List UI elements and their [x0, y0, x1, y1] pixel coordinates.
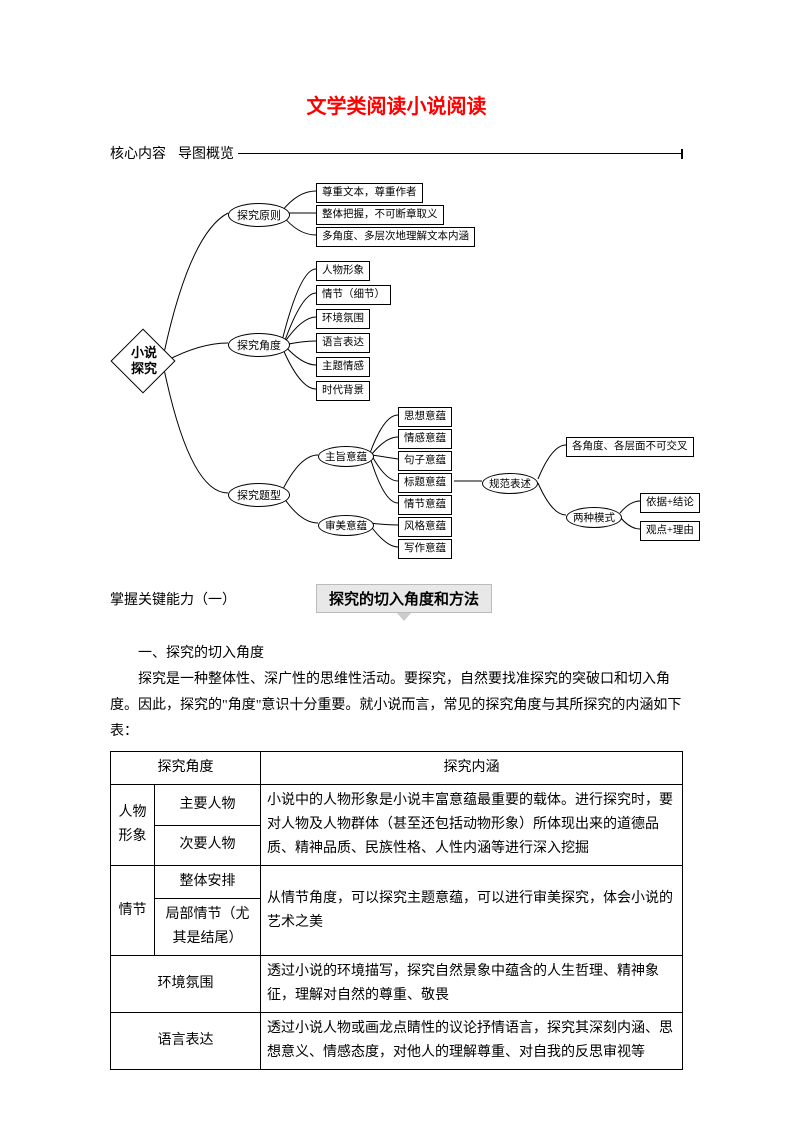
cell-sub: 整体安排 [155, 866, 261, 899]
table-row: 环境氛围 透过小说的环境描写，探究自然景象中蕴含的人生哲理、精神象征，理解对自然… [111, 956, 683, 1013]
cell-cat: 语言表达 [111, 1013, 261, 1070]
leaf: 情节（细节） [316, 285, 391, 305]
cell-content: 透过小说的环境描写，探究自然景象中蕴含的人生哲理、精神象征，理解对自然的尊重、敬… [261, 956, 683, 1013]
leaf: 尊重文本，尊重作者 [316, 183, 423, 203]
leaf: 风格意蕴 [398, 517, 452, 537]
cell-cat: 环境氛围 [111, 956, 261, 1013]
table-header-row: 探究角度 探究内涵 [111, 752, 683, 785]
root-label: 小说探究 [128, 345, 160, 377]
cell-sub: 次要人物 [155, 825, 261, 866]
branch-principle: 探究原则 [228, 203, 290, 227]
leaf: 多角度、多层次地理解文本内涵 [316, 227, 475, 247]
leaf: 情感意蕴 [398, 429, 452, 449]
cell-content: 小说中的人物形象是小说丰富意蕴最重要的载体。进行探究时，要对人物及人物群体（甚至… [261, 785, 683, 866]
body-text: 一、探究的切入角度 探究是一种整体性、深广性的思维性活动。要探究，自然要找准探究… [110, 641, 683, 745]
para-body: 探究是一种整体性、深广性的思维性活动。要探究，自然要找准探究的突破口和切入角度。… [110, 667, 683, 745]
cell-cat: 人物形象 [111, 785, 155, 866]
leaf: 情节意蕴 [398, 495, 452, 515]
leaf: 语言表达 [316, 333, 370, 353]
cell-sub: 局部情节（尤其是结尾） [155, 899, 261, 956]
leaf: 思想意蕴 [398, 407, 452, 427]
triangle-icon [397, 613, 411, 621]
sub-aesthetic: 审美意蕴 [318, 515, 374, 536]
section-header: 核心内容 导图概览 [110, 143, 683, 163]
th-angle: 探究角度 [111, 752, 261, 785]
cell-content: 从情节角度，可以探究主题意蕴，可以进行审美探究，体会小说的艺术之美 [261, 866, 683, 956]
cell-content: 透过小说人物或画龙点睛性的议论抒情语言，探究其深刻内涵、思想意义、情感态度，对他… [261, 1013, 683, 1070]
sub-norm: 规范表述 [482, 473, 538, 494]
table-row: 语言表达 透过小说人物或画龙点睛性的议论抒情语言，探究其深刻内涵、思想意义、情感… [111, 1013, 683, 1070]
branch-angle: 探究角度 [228, 333, 290, 357]
leaf: 环境氛围 [316, 309, 370, 329]
para-heading: 一、探究的切入角度 [110, 641, 683, 667]
leaf: 整体把握，不可断章取义 [316, 205, 444, 225]
sub-mode: 两种模式 [566, 507, 622, 528]
leaf: 句子意蕴 [398, 451, 452, 471]
page-title: 文学类阅读小说阅读 [110, 90, 683, 119]
leaf: 时代背景 [316, 381, 370, 401]
key-box-text: 探究的切入角度和方法 [329, 591, 479, 608]
section-prefix: 核心内容 [110, 143, 166, 163]
leaf: 写作意蕴 [398, 539, 452, 559]
leaf: 依据+结论 [640, 493, 700, 513]
key-ability-row: 掌握关键能力（一） 探究的切入角度和方法 [110, 584, 683, 613]
section-suffix: 导图概览 [178, 143, 234, 163]
mindmap: 小说探究 探究原则 尊重文本，尊重作者 整体把握，不可断章取义 多角度、多层次地… [120, 173, 680, 568]
table-row: 情节 整体安排 从情节角度，可以探究主题意蕴，可以进行审美探究，体会小说的艺术之… [111, 866, 683, 899]
leaf: 观点+理由 [640, 521, 700, 541]
cell-sub: 主要人物 [155, 785, 261, 826]
key-left: 掌握关键能力（一） [110, 589, 236, 609]
sub-theme: 主旨意蕴 [318, 446, 374, 467]
table-row: 人物形象 主要人物 小说中的人物形象是小说丰富意蕴最重要的载体。进行探究时，要对… [111, 785, 683, 826]
leaf: 标题意蕴 [398, 473, 452, 493]
key-box: 探究的切入角度和方法 [316, 584, 492, 613]
leaf: 人物形象 [316, 261, 370, 281]
angle-table: 探究角度 探究内涵 人物形象 主要人物 小说中的人物形象是小说丰富意蕴最重要的载… [110, 751, 683, 1070]
leaf: 主题情感 [316, 357, 370, 377]
th-content: 探究内涵 [261, 752, 683, 785]
branch-type: 探究题型 [228, 483, 290, 507]
cell-cat: 情节 [111, 866, 155, 956]
leaf: 各角度、各层面不可交叉 [566, 437, 694, 457]
